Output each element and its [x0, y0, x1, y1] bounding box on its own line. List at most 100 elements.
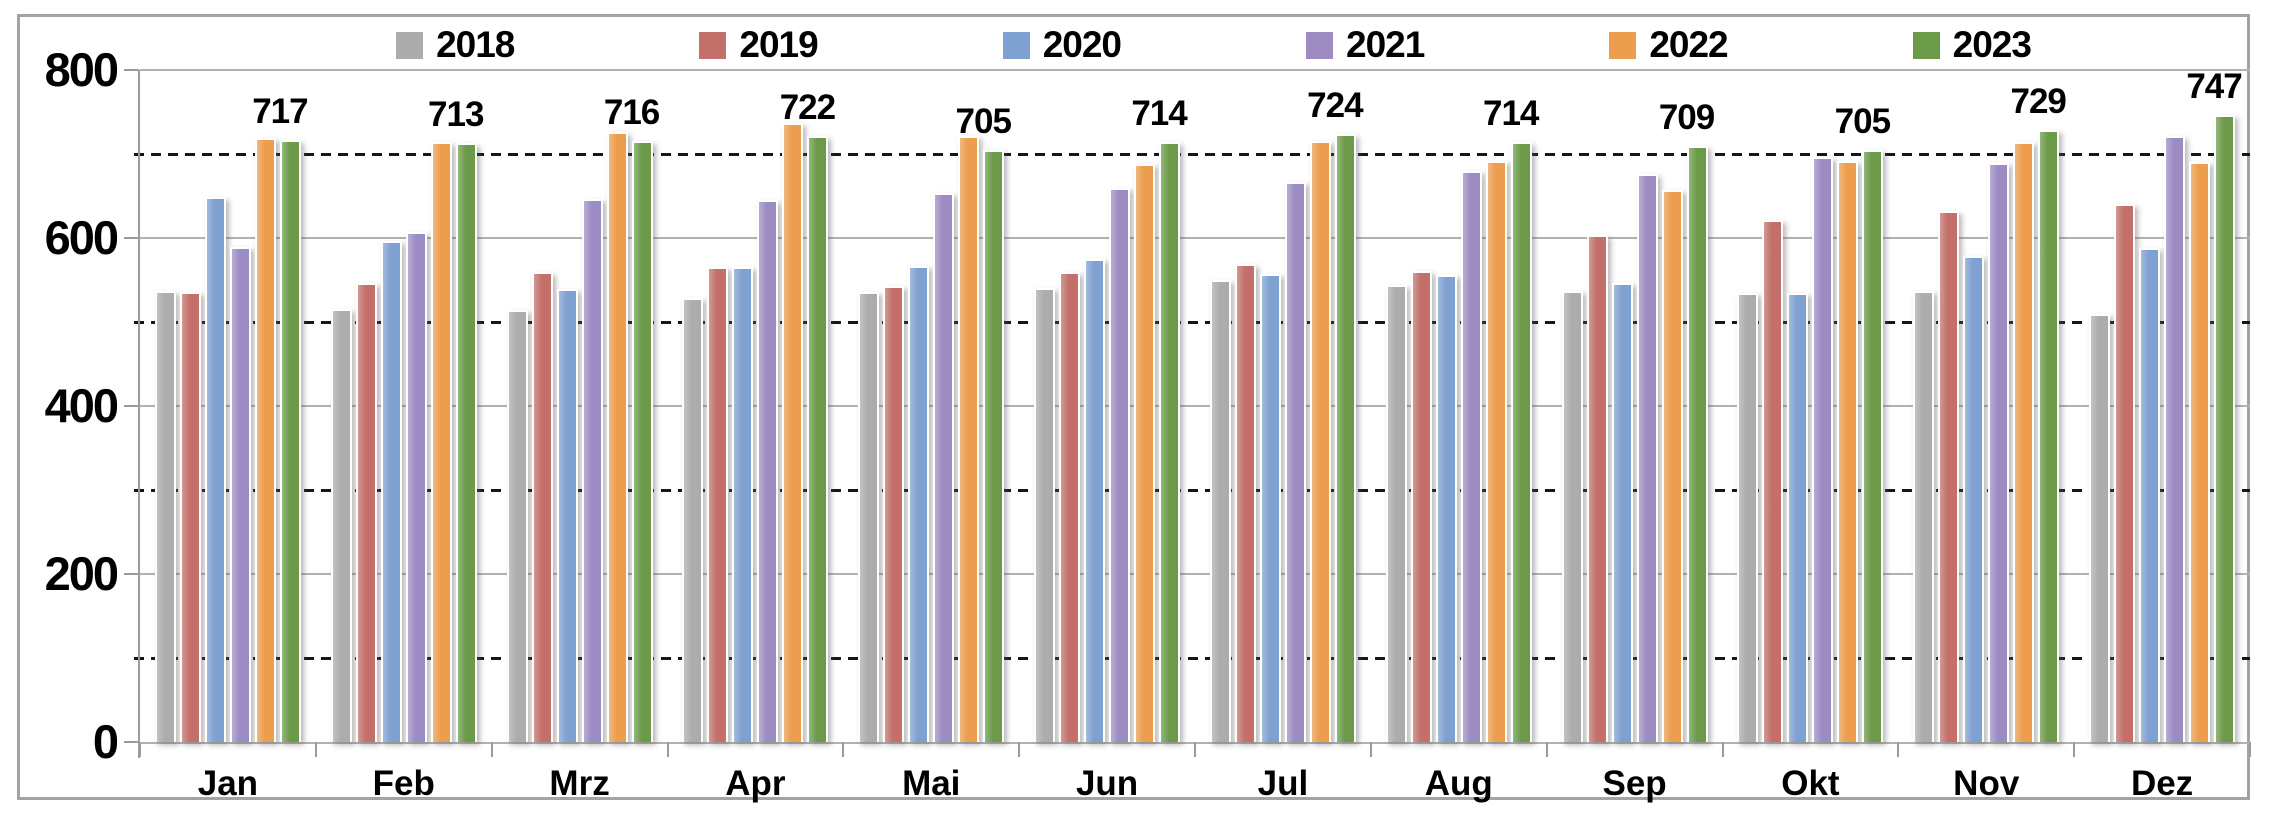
x-axis-label-Jul: Jul: [1257, 764, 1309, 803]
x-axis-label-Mrz: Mrz: [549, 764, 610, 803]
gridline-dotted-300: [134, 489, 2250, 492]
legend-item-2020: 2020: [1002, 24, 1122, 66]
x-axis-tick: [1545, 742, 1548, 757]
y-axis-label-600: 600: [44, 211, 119, 264]
bar-group-Jan: 717: [140, 70, 316, 742]
legend-label-2023: 2023: [1952, 24, 2032, 65]
bar-2022-Feb: [430, 142, 452, 742]
bar-2018-Dez: [2089, 314, 2111, 742]
legend-item-2018: 2018: [396, 24, 515, 66]
bar-2022-Mai: [958, 136, 980, 742]
bar-2023-Jul: [1334, 133, 1356, 742]
data-label-Apr: 722: [779, 87, 836, 127]
bar-group-Mrz: 716: [492, 70, 668, 742]
bar-2023-Okt: [1862, 149, 1884, 742]
data-label-Mrz: 716: [603, 92, 660, 132]
data-label-Feb: 713: [428, 95, 484, 135]
data-label-Jan: 717: [252, 91, 308, 131]
bar-2022-Dez: [2189, 162, 2211, 742]
data-label-Aug: 714: [1483, 94, 1539, 134]
legend-label-2021: 2021: [1346, 24, 1425, 65]
bar-2018-Feb: [330, 308, 352, 742]
bar-2018-Nov: [1913, 290, 1935, 742]
bar-2020-Aug: [1435, 274, 1457, 742]
bar-group-Aug: 714: [1371, 70, 1547, 742]
bar-2019-Sep: [1586, 234, 1608, 742]
bar-2021-Jun: [1109, 187, 1131, 742]
bar-2023-Feb: [455, 143, 477, 742]
bar-2020-Okt: [1787, 293, 1809, 742]
bar-group-Sep: 709: [1547, 70, 1723, 742]
bar-2023-Sep: [1686, 146, 1708, 742]
legend-label-2019: 2019: [739, 24, 818, 65]
x-axis-label-Aug: Aug: [1424, 764, 1493, 803]
bar-2018-Sep: [1561, 290, 1583, 742]
bar-2021-Feb: [405, 232, 427, 742]
bar-2020-Jun: [1084, 259, 1106, 742]
bar-group-Nov: 729: [1898, 70, 2074, 742]
y-axis-label-0: 0: [92, 715, 119, 768]
bar-2018-Okt: [1737, 293, 1759, 742]
legend-swatch-2021-icon: [1306, 31, 1333, 59]
bar-2023-Jan: [279, 139, 301, 742]
bar-2019-Dez: [2114, 203, 2136, 742]
x-axis-tick: [1897, 742, 1900, 757]
bar-2022-Apr: [782, 122, 804, 742]
legend-swatch-2020-icon: [1002, 31, 1030, 59]
bar-2023-Aug: [1510, 142, 1532, 742]
x-axis-label-Feb: Feb: [372, 764, 435, 803]
bar-2019-Mai: [883, 285, 905, 742]
bar-group-Mai: 705: [843, 70, 1019, 742]
legend-swatch-2023-icon: [1912, 31, 1940, 59]
data-label-Dez: 747: [2186, 66, 2242, 106]
bar-2021-Mai: [933, 192, 955, 742]
x-axis-tick: [666, 742, 669, 757]
bar-2018-Apr: [682, 297, 704, 742]
data-label-Mai: 705: [955, 101, 1012, 141]
legend-item-2021: 2021: [1306, 24, 1425, 66]
bar-2020-Mrz: [556, 289, 578, 742]
bar-2019-Nov: [1938, 211, 1960, 742]
bar-2022-Sep: [1661, 190, 1683, 742]
y-axis-tick: [124, 69, 139, 71]
bar-2019-Jul: [1234, 264, 1256, 742]
data-label-Jul: 724: [1307, 85, 1363, 125]
bar-2022-Okt: [1837, 160, 1859, 742]
y-axis-tick: [124, 405, 139, 407]
bar-2019-Aug: [1410, 270, 1432, 742]
legend-item-2019: 2019: [699, 24, 819, 66]
bar-2019-Jun: [1059, 271, 1081, 742]
x-axis-label-Jan: Jan: [197, 764, 259, 803]
bar-group-Jul: 724: [1195, 70, 1371, 742]
bar-groups-layer: 717 713 716 722 705 714 724 714 709 705 729 747: [140, 66, 2250, 742]
legend-label-2020: 2020: [1042, 24, 1122, 65]
gridline-600: [140, 237, 2250, 239]
bar-group-Feb: 713: [316, 70, 492, 742]
legend-swatch-2022-icon: [1609, 31, 1637, 59]
bar-group-Apr: 722: [667, 70, 843, 742]
bar-2020-Mai: [908, 265, 930, 742]
legend-item-2023: 2023: [1912, 24, 2032, 66]
gridline-dotted-700: [134, 153, 2250, 156]
bar-2023-Nov: [2038, 129, 2060, 742]
bar-2023-Dez: [2214, 114, 2236, 742]
legend-swatch-2018-icon: [396, 31, 424, 59]
bar-2021-Jan: [229, 247, 251, 742]
chart-frame: 2018 2019 2020 2021 2022 2023 717 713 716 722 705…: [17, 14, 2251, 803]
y-axis-tick: [124, 741, 139, 743]
y-axis-line: [138, 70, 140, 758]
bar-2021-Mrz: [581, 199, 603, 742]
y-axis-tick: [124, 573, 139, 575]
y-axis-label-400: 400: [44, 379, 119, 432]
bar-2018-Jun: [1034, 288, 1056, 742]
bar-2019-Jan: [179, 291, 201, 742]
gridline-800: [140, 69, 2250, 71]
bar-2020-Feb: [380, 241, 402, 742]
plot-area: 717 713 716 722 705 714 724 714 709 705 729 747: [124, 66, 2251, 758]
x-axis-label-Mai: Mai: [902, 764, 961, 803]
legend-swatch-2019-icon: [699, 31, 727, 59]
x-axis-label-Jun: Jun: [1075, 764, 1139, 803]
bar-2020-Sep: [1611, 283, 1633, 742]
gridline-400: [140, 405, 2250, 407]
legend-label-2018: 2018: [436, 24, 515, 65]
